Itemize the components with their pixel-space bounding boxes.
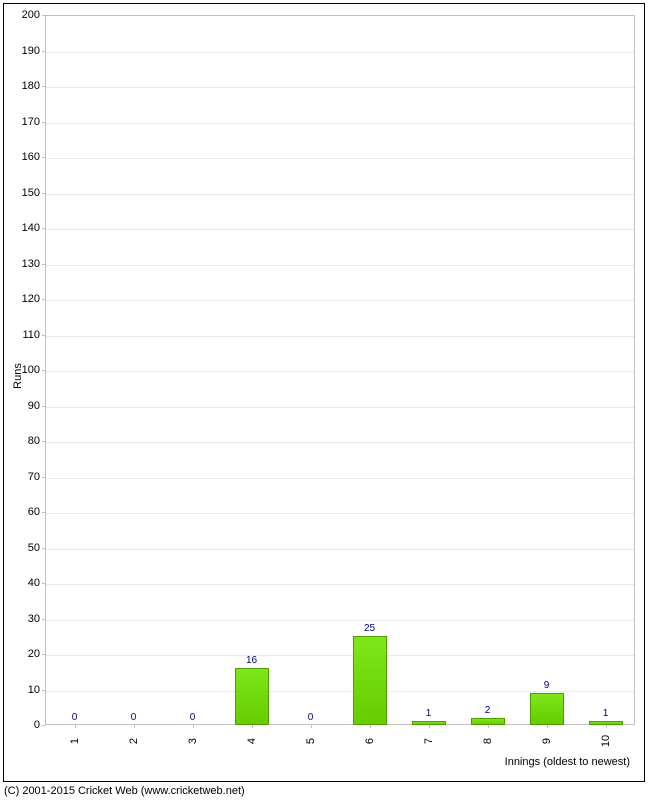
y-tick-label: 180 (10, 80, 40, 92)
y-tick-mark (42, 370, 45, 371)
x-tick-mark (370, 725, 371, 728)
y-tick-label: 120 (10, 293, 40, 305)
gridline (46, 371, 634, 372)
y-tick-mark (42, 406, 45, 407)
x-tick-label: 8 (482, 731, 494, 751)
x-tick-label: 7 (423, 731, 435, 751)
y-tick-mark (42, 477, 45, 478)
x-axis-title: Innings (oldest to newest) (505, 756, 630, 768)
y-tick-label: 30 (10, 613, 40, 625)
y-tick-mark (42, 335, 45, 336)
bar (471, 718, 505, 725)
y-tick-mark (42, 654, 45, 655)
y-tick-mark (42, 548, 45, 549)
gridline (46, 442, 634, 443)
gridline (46, 620, 634, 621)
y-tick-label: 10 (10, 684, 40, 696)
copyright-text: (C) 2001-2015 Cricket Web (www.cricketwe… (4, 785, 245, 797)
gridline (46, 549, 634, 550)
bar-value-label: 0 (131, 712, 137, 723)
y-tick-label: 160 (10, 151, 40, 163)
y-tick-mark (42, 690, 45, 691)
gridline (46, 87, 634, 88)
y-tick-mark (42, 86, 45, 87)
x-tick-mark (488, 725, 489, 728)
y-tick-label: 200 (10, 9, 40, 21)
y-tick-mark (42, 441, 45, 442)
y-tick-mark (42, 193, 45, 194)
x-tick-mark (75, 725, 76, 728)
x-tick-mark (429, 725, 430, 728)
y-tick-label: 80 (10, 435, 40, 447)
gridline (46, 300, 634, 301)
y-tick-mark (42, 725, 45, 726)
bar (235, 668, 269, 725)
bar-value-label: 2 (485, 705, 491, 716)
y-tick-mark (42, 157, 45, 158)
chart-container: Runs Innings (oldest to newest) (C) 2001… (0, 0, 650, 800)
gridline (46, 123, 634, 124)
y-tick-mark (42, 264, 45, 265)
y-tick-label: 140 (10, 222, 40, 234)
y-tick-mark (42, 583, 45, 584)
x-tick-label: 9 (541, 731, 553, 751)
gridline (46, 52, 634, 53)
y-tick-label: 0 (10, 719, 40, 731)
y-tick-mark (42, 299, 45, 300)
bar-value-label: 1 (426, 708, 432, 719)
bar-value-label: 9 (544, 680, 550, 691)
gridline (46, 229, 634, 230)
plot-area (45, 15, 635, 725)
gridline (46, 655, 634, 656)
y-tick-label: 20 (10, 648, 40, 660)
y-tick-mark (42, 228, 45, 229)
y-tick-label: 40 (10, 577, 40, 589)
gridline (46, 265, 634, 266)
bar-value-label: 0 (308, 712, 314, 723)
gridline (46, 584, 634, 585)
y-tick-mark (42, 15, 45, 16)
y-tick-label: 50 (10, 542, 40, 554)
y-tick-label: 110 (10, 329, 40, 341)
y-tick-mark (42, 122, 45, 123)
x-tick-label: 3 (187, 731, 199, 751)
bar-value-label: 16 (246, 655, 257, 666)
x-tick-label: 6 (364, 731, 376, 751)
bar-value-label: 25 (364, 623, 375, 634)
x-tick-mark (547, 725, 548, 728)
gridline (46, 513, 634, 514)
y-tick-mark (42, 619, 45, 620)
y-tick-label: 60 (10, 506, 40, 518)
x-tick-label: 2 (128, 731, 140, 751)
y-tick-label: 150 (10, 187, 40, 199)
x-tick-mark (252, 725, 253, 728)
y-tick-label: 90 (10, 400, 40, 412)
gridline (46, 158, 634, 159)
y-tick-label: 190 (10, 45, 40, 57)
y-tick-mark (42, 51, 45, 52)
gridline (46, 407, 634, 408)
x-tick-label: 4 (246, 731, 258, 751)
x-tick-label: 10 (600, 731, 612, 751)
bar (530, 693, 564, 725)
y-tick-label: 130 (10, 258, 40, 270)
y-tick-label: 170 (10, 116, 40, 128)
x-tick-label: 5 (305, 731, 317, 751)
bar-value-label: 1 (603, 708, 609, 719)
x-tick-mark (606, 725, 607, 728)
y-tick-label: 100 (10, 364, 40, 376)
bar-value-label: 0 (190, 712, 196, 723)
bar (353, 636, 387, 725)
bar-value-label: 0 (72, 712, 78, 723)
y-tick-label: 70 (10, 471, 40, 483)
y-tick-mark (42, 512, 45, 513)
x-tick-mark (193, 725, 194, 728)
x-tick-mark (311, 725, 312, 728)
x-tick-label: 1 (69, 731, 81, 751)
x-tick-mark (134, 725, 135, 728)
gridline (46, 478, 634, 479)
gridline (46, 194, 634, 195)
gridline (46, 336, 634, 337)
